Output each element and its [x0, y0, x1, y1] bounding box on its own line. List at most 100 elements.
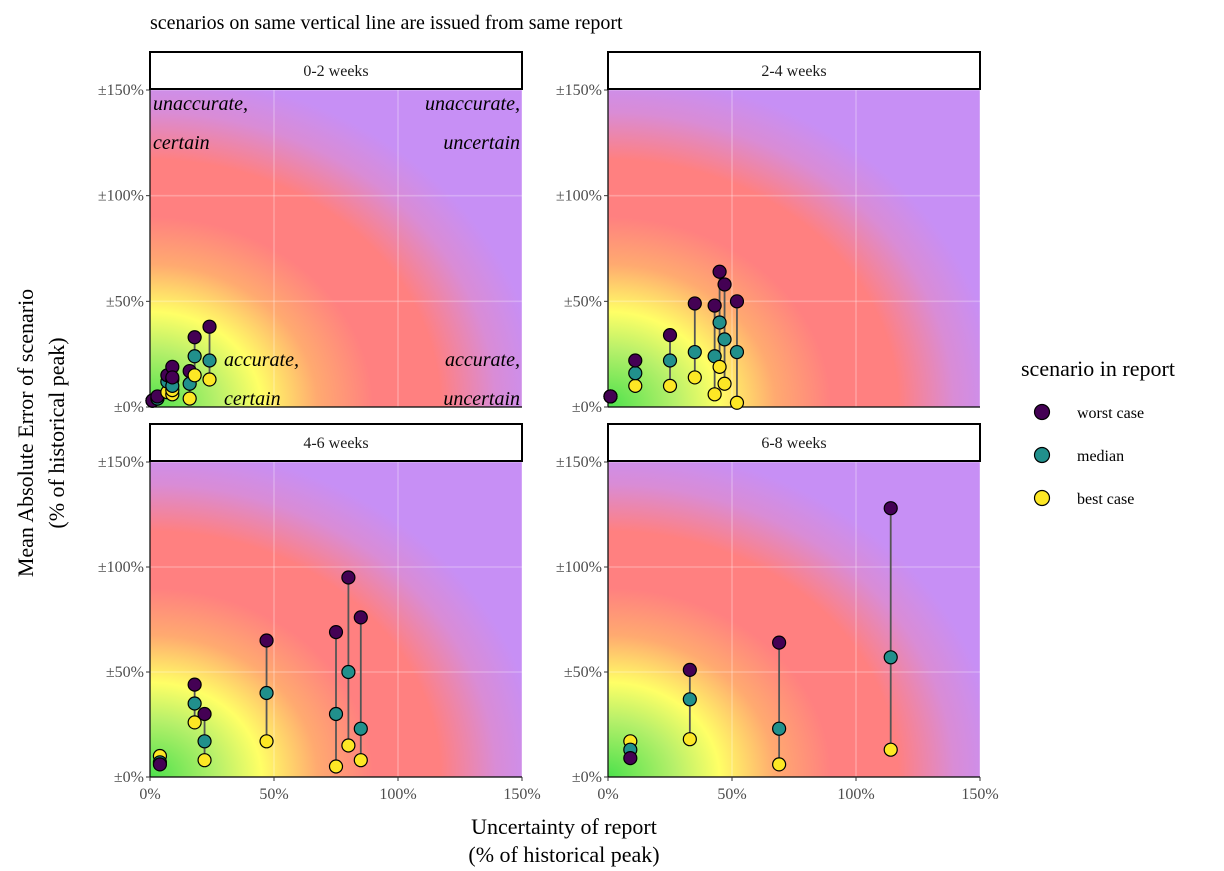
panel-strip: [149, 423, 523, 462]
worst-case-point: [772, 635, 787, 650]
best-case-point: [353, 753, 368, 768]
y-tick-label: ±0%: [572, 769, 602, 786]
annotation-top-left-line2: certain: [153, 132, 210, 154]
median-point: [883, 650, 898, 665]
median-point: [328, 706, 344, 722]
y-tick-label: ±100%: [98, 188, 144, 205]
panel-4: ±0% ±50% ±100% ±150% 0% 50% 100% 150% 6-8 weeks: [556, 423, 999, 803]
chart-subtitle: scenarios on same vertical line are issu…: [150, 12, 623, 34]
legend-item-median: median: [1033, 446, 1124, 465]
best-case-point: [187, 368, 202, 383]
x-tick-label: 50%: [717, 786, 746, 803]
median-point: [259, 685, 274, 701]
best-case-point: [328, 759, 344, 774]
legend-item-worst-case: worst case: [1033, 403, 1144, 422]
worst-case-point: [152, 757, 168, 772]
y-tick-label: ±100%: [556, 559, 602, 576]
worst-case-point: [187, 330, 202, 345]
x-tick-label: 0%: [597, 786, 618, 803]
worst-case-point: [662, 328, 678, 343]
panel-2: ±0% ±50% ±100% ±150% 2-4 weeks: [556, 51, 981, 416]
x-tick-label: 100%: [379, 786, 416, 803]
best-case-point: [772, 757, 787, 772]
worst-case-point: [712, 264, 727, 279]
best-case-point: [662, 378, 678, 393]
legend-swatch-worst-case: [1033, 403, 1051, 421]
worst-case-point: [682, 662, 697, 678]
median-point: [682, 692, 697, 707]
y-tick-label: ±0%: [572, 399, 602, 416]
y-tick-label: ±150%: [98, 82, 144, 99]
worst-case-point: [603, 389, 618, 404]
y-tick-label: ±0%: [114, 399, 144, 416]
annotation-bottom-right-line2: uncertain: [443, 388, 520, 410]
quadrant-annotations: unaccurate, certain unaccurate, uncertai…: [153, 93, 520, 410]
best-case-point: [712, 359, 727, 374]
legend: scenario in report worst case median bes…: [1021, 356, 1175, 508]
median-point: [202, 353, 217, 368]
median-point: [687, 344, 702, 360]
median-point: [187, 349, 202, 364]
legend-swatch-best-case: [1033, 489, 1051, 507]
y-tick-label: ±150%: [556, 454, 602, 471]
panel-strip-label: 6-8 weeks: [761, 435, 826, 452]
x-tick-label: 0%: [139, 786, 160, 803]
best-case-point: [729, 395, 745, 410]
median-point: [712, 315, 727, 330]
worst-case-point: [197, 706, 212, 722]
best-case-point: [197, 753, 212, 768]
panel-3: ±0% ±50% ±100% ±150% 0% 50% 100% 150% 4-6 weeks: [98, 423, 541, 803]
y-tick-label: ±50%: [564, 293, 602, 310]
annotation-top-right-line1: unaccurate,: [425, 93, 520, 115]
panel-background: [608, 462, 980, 777]
y-tick-label: ±50%: [106, 664, 144, 681]
worst-case-point: [259, 633, 274, 648]
best-case-point: [707, 387, 722, 402]
best-case-point: [202, 372, 217, 387]
median-point: [628, 366, 643, 381]
legend-label-worst-case: worst case: [1077, 405, 1144, 422]
median-point: [662, 353, 678, 368]
y-tick-label: ±100%: [556, 188, 602, 205]
y-axis-title-line2: (% of historical peak): [44, 337, 69, 528]
worst-case-point: [623, 750, 638, 766]
x-tick-label: 150%: [961, 786, 998, 803]
panel-strip-label: 4-6 weeks: [303, 435, 368, 452]
x-tick-label: 150%: [503, 786, 540, 803]
worst-case-point: [353, 610, 368, 625]
worst-case-point: [341, 570, 356, 585]
x-axis-title-line2: (% of historical peak): [468, 842, 659, 867]
median-point: [341, 664, 356, 680]
best-case-point: [628, 378, 643, 393]
y-tick-label: ±150%: [98, 454, 144, 471]
y-axis-title-line1: Mean Absolute Error of scenario: [13, 289, 38, 577]
worst-case-point: [187, 677, 202, 692]
panels: ±0% ±50% ±100% ±150% 0-2 weeks ±0% ±50% ±100% ±1…: [98, 51, 999, 803]
worst-case-point: [883, 501, 898, 516]
panel-strip: [607, 423, 981, 462]
y-tick-label: ±50%: [106, 293, 144, 310]
legend-title: scenario in report: [1021, 356, 1175, 381]
worst-case-point: [717, 277, 732, 292]
y-tick-label: ±100%: [98, 559, 144, 576]
worst-case-point: [202, 319, 217, 334]
panel-1: ±0% ±50% ±100% ±150% 0-2 weeks: [98, 51, 523, 416]
panel-strip: [149, 51, 523, 90]
best-case-point: [883, 742, 898, 757]
x-axis-title-line1: Uncertainty of report: [471, 814, 657, 839]
best-case-point: [682, 732, 697, 747]
legend-label-best-case: best case: [1077, 491, 1134, 508]
annotation-top-right-line2: uncertain: [443, 132, 520, 154]
median-point: [772, 721, 787, 736]
worst-case-point: [165, 370, 180, 385]
annotation-bottom-left-line1: accurate,: [224, 349, 299, 371]
worst-case-point: [707, 298, 722, 313]
median-point: [729, 344, 745, 360]
worst-case-point: [328, 624, 344, 640]
x-tick-label: 50%: [259, 786, 288, 803]
best-case-point: [182, 391, 197, 406]
x-tick-label: 100%: [837, 786, 874, 803]
worst-case-point: [628, 353, 643, 368]
annotation-bottom-left-line2: certain: [224, 388, 281, 410]
